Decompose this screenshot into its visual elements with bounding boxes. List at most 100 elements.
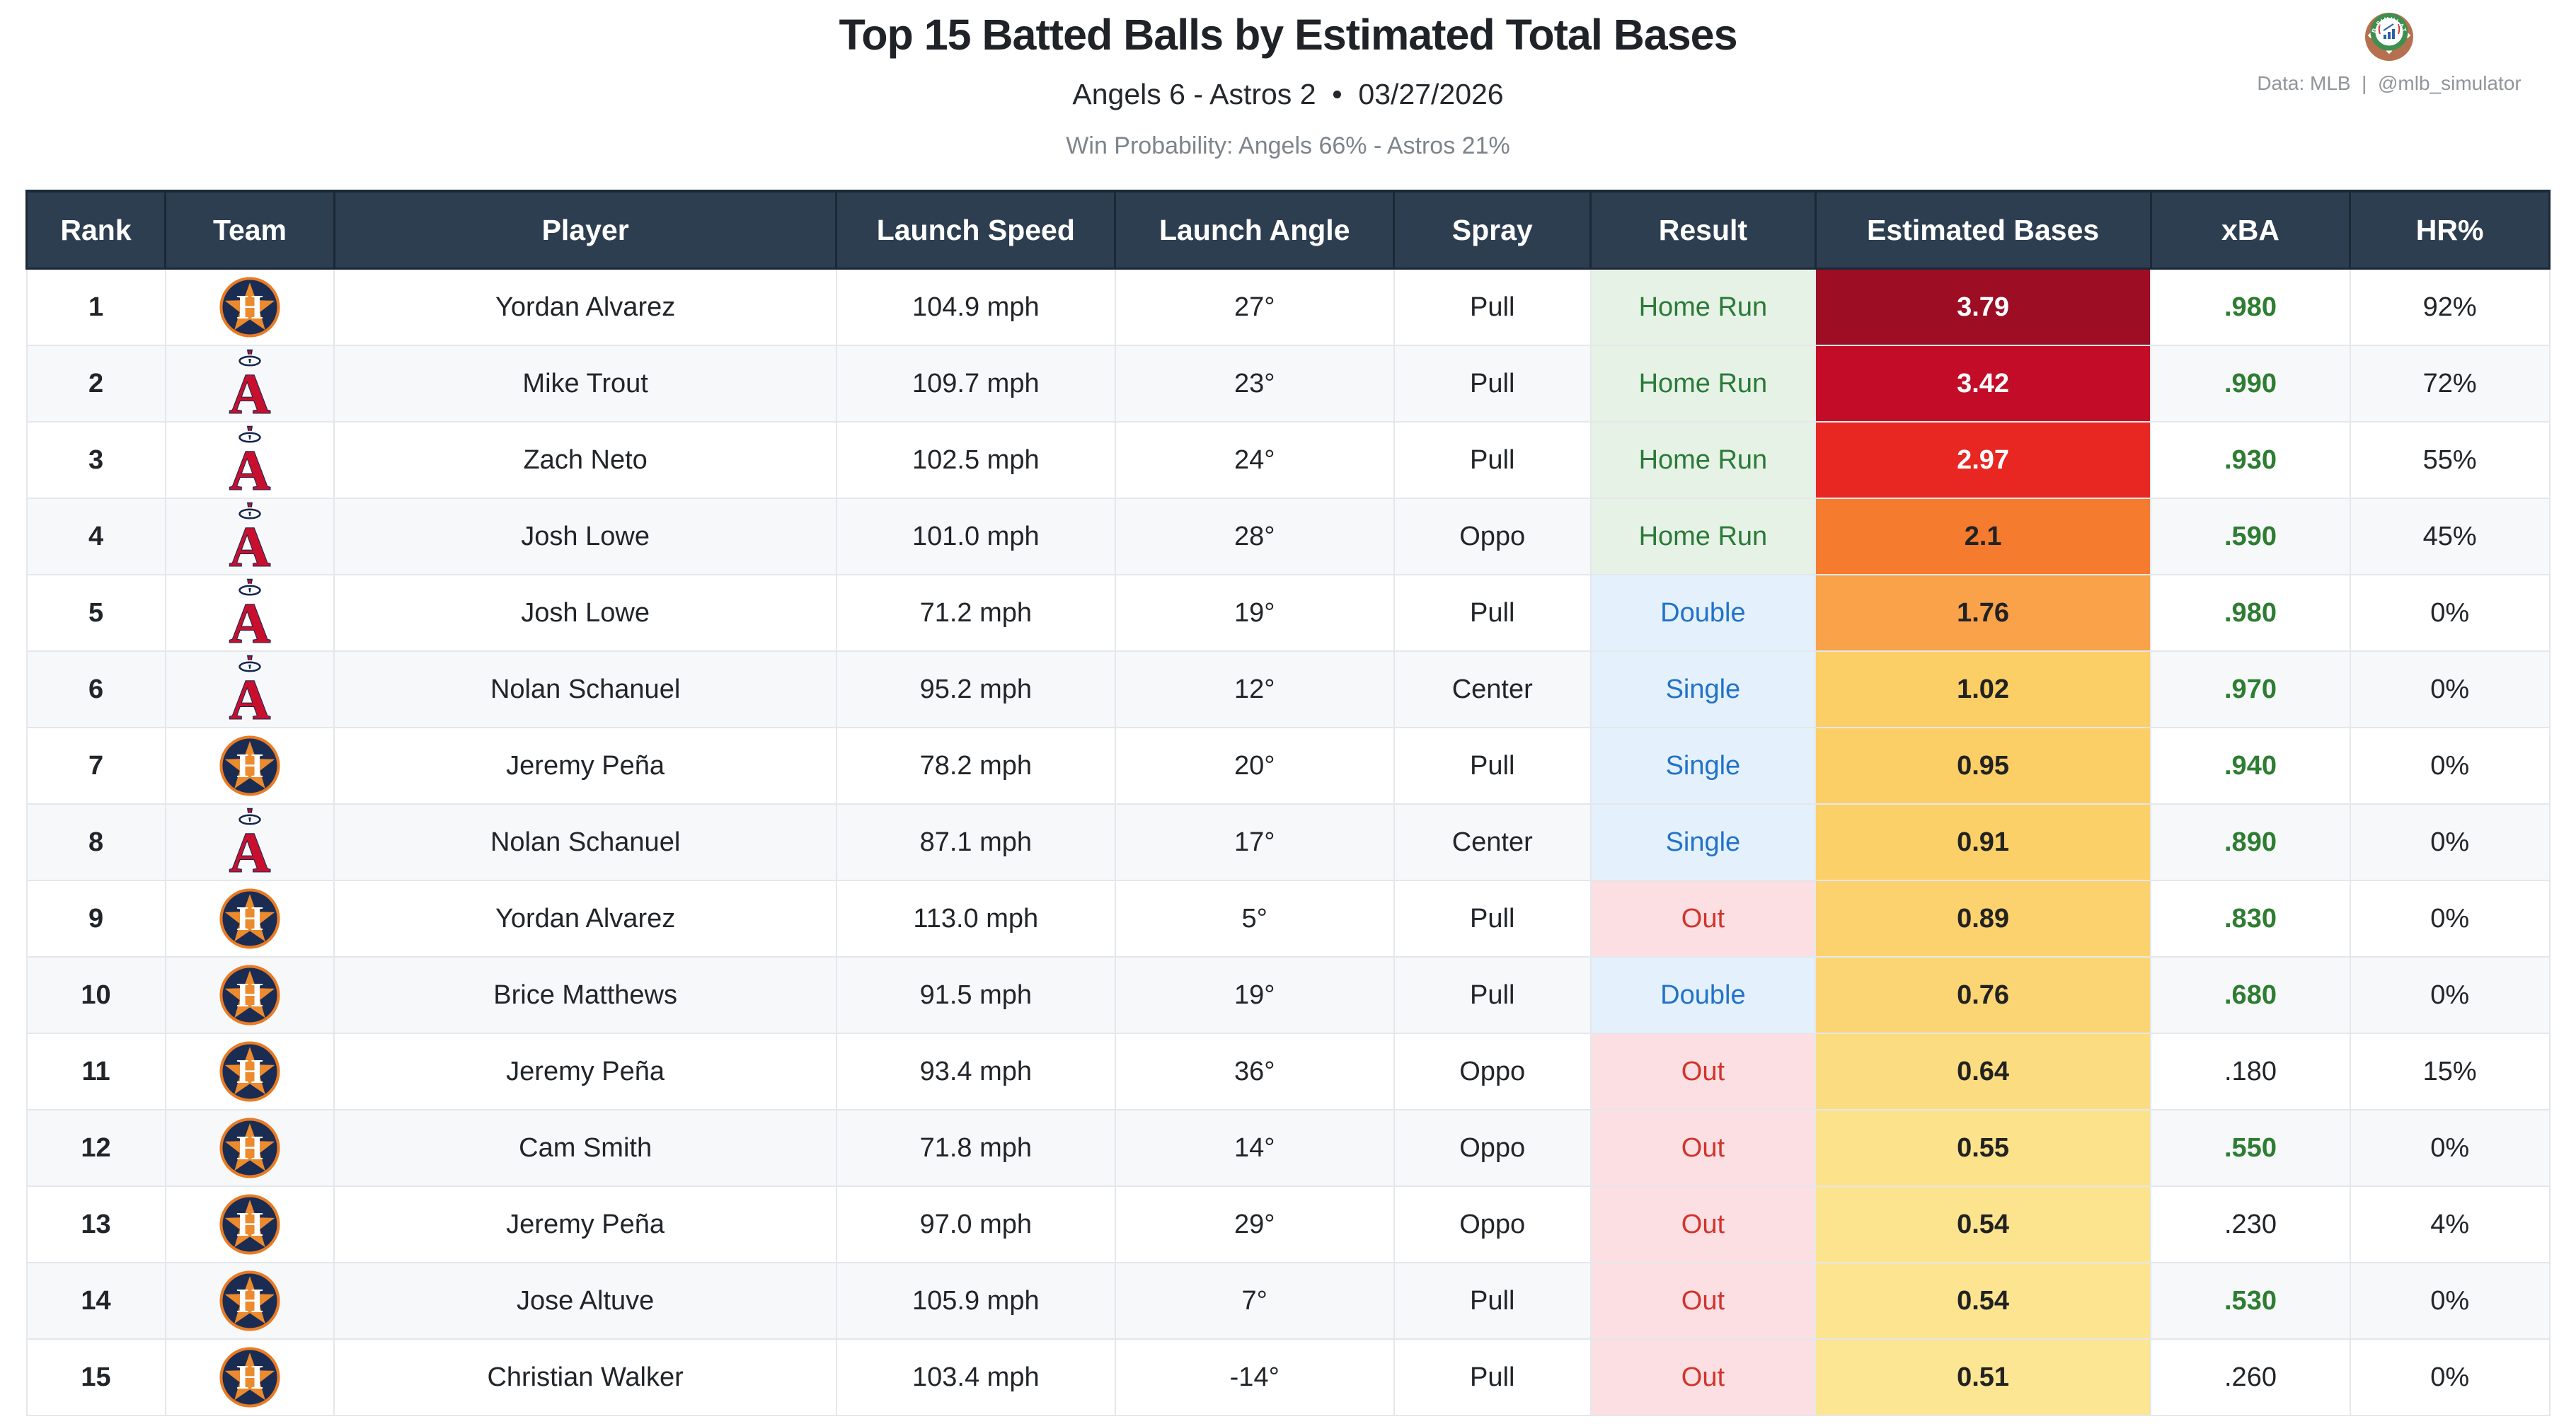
- svg-text:A: A: [229, 668, 270, 725]
- page-header: Top 15 Batted Balls by Estimated Total B…: [0, 0, 2576, 160]
- player-cell: Jeremy Peña: [333, 727, 837, 805]
- hr-pct-cell: 0%: [2349, 803, 2551, 881]
- rank-cell: 1: [25, 268, 166, 346]
- team-cell: A: [164, 650, 335, 728]
- result-cell: Single: [1589, 650, 1817, 728]
- player-cell: Zach Neto: [333, 421, 837, 499]
- launch-angle-cell: -14°: [1114, 1338, 1395, 1416]
- launch-angle-cell: 27°: [1114, 268, 1395, 346]
- xba-cell: .260: [2150, 1338, 2351, 1416]
- estimated-bases-cell: 2.97: [1815, 421, 2152, 499]
- team-cell: H: [164, 880, 335, 958]
- launch-speed-cell: 104.9 mph: [835, 268, 1116, 346]
- launch-angle-cell: 19°: [1114, 956, 1395, 1034]
- svg-text:A: A: [229, 439, 270, 495]
- data-credit-text: Data: MLB | @mlb_simulator: [2257, 72, 2522, 94]
- page-title: Top 15 Batted Balls by Estimated Total B…: [839, 11, 1738, 59]
- col-header-team: Team: [164, 190, 335, 270]
- launch-angle-cell: 7°: [1114, 1262, 1395, 1340]
- launch-speed-cell: 71.8 mph: [835, 1109, 1116, 1187]
- rank-cell: 11: [25, 1033, 166, 1110]
- xba-cell: .990: [2150, 345, 2351, 423]
- angels-logo-icon: A: [229, 808, 271, 878]
- launch-speed-cell: 103.4 mph: [835, 1338, 1116, 1416]
- angels-logo-icon: A: [229, 655, 271, 725]
- angels-logo-icon: A: [229, 578, 271, 648]
- launch-speed-cell: 78.2 mph: [835, 727, 1116, 805]
- player-cell: Mike Trout: [333, 345, 837, 423]
- astros-logo-icon: H: [219, 1270, 280, 1331]
- svg-text:H: H: [236, 1358, 263, 1396]
- col-header-estimated-bases: Estimated Bases: [1814, 190, 2152, 270]
- rank-cell: 13: [25, 1185, 166, 1263]
- player-cell: Cam Smith: [333, 1109, 837, 1187]
- astros-logo-icon: H: [219, 1347, 280, 1408]
- xba-cell: .230: [2150, 1185, 2351, 1263]
- svg-text:H: H: [236, 288, 263, 326]
- estimated-bases-cell: 2.1: [1815, 498, 2152, 575]
- table-body: 1 H Yordan Alvarez 104.9 mph 27° Pull Ho…: [25, 268, 2551, 1416]
- game-score-subtitle: Angels 6 - Astros 2 • 03/27/2026: [1072, 78, 1504, 110]
- player-cell: Jose Altuve: [333, 1262, 837, 1340]
- svg-text:A: A: [229, 362, 270, 419]
- table-row: 6 A Nolan Schanuel 95.2 mph 12° Center S…: [25, 650, 2551, 728]
- angels-logo-icon: A: [229, 425, 271, 495]
- launch-speed-cell: 71.2 mph: [835, 574, 1116, 652]
- svg-text:H: H: [236, 900, 263, 938]
- table-row: 2 A Mike Trout 109.7 mph 23° Pull Home R…: [25, 345, 2551, 423]
- team-cell: A: [164, 803, 335, 881]
- result-cell: Out: [1589, 1109, 1817, 1187]
- launch-speed-cell: 113.0 mph: [835, 880, 1116, 958]
- player-cell: Yordan Alvarez: [333, 880, 837, 958]
- result-cell: Home Run: [1589, 268, 1817, 346]
- table-header: Rank Team Player Launch Speed Launch Ang…: [25, 190, 2551, 270]
- estimated-bases-cell: 1.02: [1815, 650, 2152, 728]
- xba-cell: .940: [2150, 727, 2351, 805]
- launch-angle-cell: 19°: [1114, 574, 1395, 652]
- astros-logo-icon: H: [219, 277, 280, 338]
- col-header-launch-speed: Launch Speed: [835, 190, 1117, 270]
- spray-cell: Pull: [1393, 1262, 1592, 1340]
- hr-pct-cell: 4%: [2349, 1185, 2551, 1263]
- spray-cell: Oppo: [1393, 1185, 1592, 1263]
- xba-cell: .890: [2150, 803, 2351, 881]
- launch-speed-cell: 101.0 mph: [835, 498, 1116, 575]
- hr-pct-cell: 45%: [2349, 498, 2551, 575]
- player-cell: Yordan Alvarez: [333, 268, 837, 346]
- result-cell: Home Run: [1589, 498, 1817, 575]
- table-row: 13 H Jeremy Peña 97.0 mph 29° Oppo Out 0…: [25, 1185, 2551, 1263]
- team-cell: H: [164, 956, 335, 1034]
- rank-cell: 15: [25, 1338, 166, 1416]
- team-cell: H: [164, 1262, 335, 1340]
- spray-cell: Pull: [1393, 1338, 1592, 1416]
- mlb-simulator-logo-icon: MLB SIMULATOR: [2364, 11, 2413, 61]
- launch-angle-cell: 12°: [1114, 650, 1395, 728]
- rank-cell: 7: [25, 727, 166, 805]
- team-cell: H: [164, 1109, 335, 1187]
- win-probability-text: Win Probability: Angels 66% - Astros 21%: [1066, 132, 1510, 159]
- launch-speed-cell: 93.4 mph: [835, 1033, 1116, 1110]
- col-header-xba: xBA: [2149, 190, 2352, 270]
- launch-speed-cell: 109.7 mph: [835, 345, 1116, 423]
- astros-logo-icon: H: [219, 965, 280, 1026]
- estimated-bases-cell: 0.91: [1815, 803, 2152, 881]
- batted-balls-table: Rank Team Player Launch Speed Launch Ang…: [25, 190, 2551, 1416]
- rank-cell: 12: [25, 1109, 166, 1187]
- team-cell: H: [164, 1033, 335, 1110]
- svg-text:H: H: [236, 1205, 263, 1244]
- spray-cell: Center: [1393, 803, 1592, 881]
- estimated-bases-cell: 0.95: [1815, 727, 2152, 805]
- rank-cell: 8: [25, 803, 166, 881]
- spray-cell: Pull: [1393, 268, 1592, 346]
- table-row: 11 H Jeremy Peña 93.4 mph 36° Oppo Out 0…: [25, 1033, 2551, 1110]
- hr-pct-cell: 15%: [2349, 1033, 2551, 1110]
- result-cell: Out: [1589, 880, 1817, 958]
- astros-logo-icon: H: [219, 1194, 280, 1255]
- result-cell: Home Run: [1589, 421, 1817, 499]
- rank-cell: 10: [25, 956, 166, 1034]
- svg-text:H: H: [236, 1282, 263, 1320]
- svg-text:H: H: [236, 1052, 263, 1091]
- spray-cell: Center: [1393, 650, 1592, 728]
- launch-angle-cell: 5°: [1114, 880, 1395, 958]
